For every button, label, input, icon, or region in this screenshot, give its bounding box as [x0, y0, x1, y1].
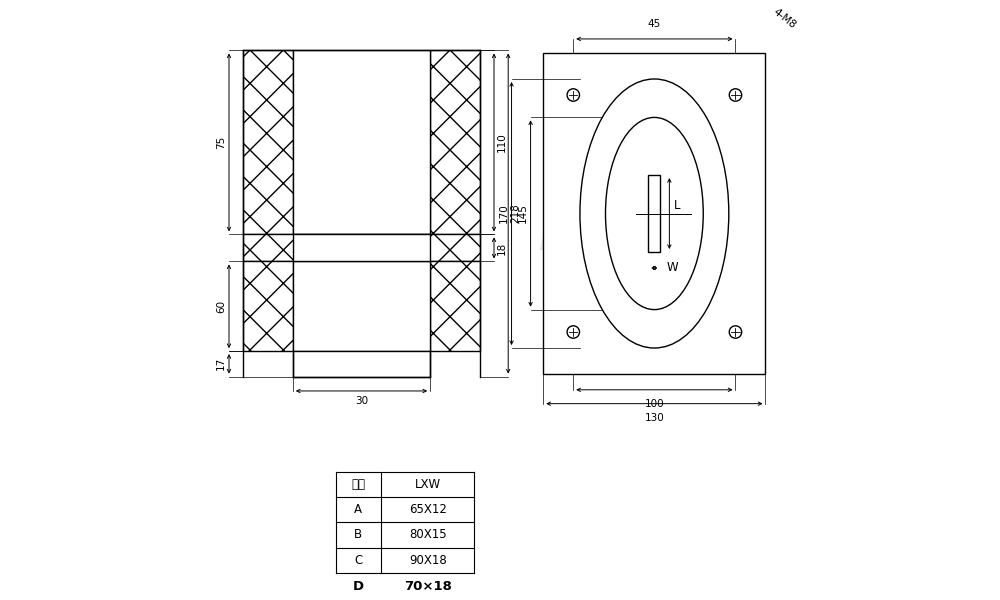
Text: 4-M8: 4-M8 [771, 7, 798, 30]
Text: 170: 170 [498, 203, 508, 223]
Text: 70×18: 70×18 [404, 580, 452, 593]
Text: W: W [666, 262, 678, 274]
Bar [293, 50, 430, 235]
Text: LIVONG: LIVONG [284, 217, 462, 259]
Text: 序号: 序号 [351, 478, 365, 491]
Ellipse shape [580, 79, 729, 348]
Bar [243, 235, 480, 262]
Text: 218: 218 [511, 203, 521, 223]
Bar [243, 50, 293, 235]
Text: 110: 110 [497, 133, 507, 152]
Bar [543, 53, 765, 374]
Circle shape [729, 89, 742, 101]
Text: 75: 75 [216, 136, 226, 149]
Text: L: L [674, 199, 680, 212]
Text: B: B [354, 529, 362, 541]
Text: 60: 60 [216, 300, 226, 313]
Text: A: A [354, 503, 362, 516]
Bar [293, 351, 430, 377]
Bar [430, 50, 480, 235]
Circle shape [729, 326, 742, 338]
Bar [293, 262, 430, 351]
Bar [293, 235, 430, 262]
Text: 17: 17 [216, 357, 226, 370]
Bar [648, 175, 660, 252]
Text: D: D [353, 580, 364, 593]
Text: LXW: LXW [415, 478, 441, 491]
Text: 130: 130 [644, 413, 664, 423]
Text: 90X18: 90X18 [409, 554, 447, 566]
Bar [430, 262, 480, 351]
Text: 80X15: 80X15 [409, 529, 446, 541]
Text: 65X12: 65X12 [409, 503, 447, 516]
Text: 45: 45 [648, 19, 661, 29]
Text: 30: 30 [355, 397, 368, 406]
Text: 145: 145 [518, 203, 528, 223]
Text: LIVONG: LIVONG [538, 217, 716, 259]
Ellipse shape [605, 118, 703, 310]
Text: C: C [354, 554, 363, 566]
Text: 18: 18 [497, 241, 507, 254]
Bar [243, 262, 293, 351]
Circle shape [567, 89, 579, 101]
Text: 100: 100 [645, 399, 664, 409]
Circle shape [567, 326, 579, 338]
